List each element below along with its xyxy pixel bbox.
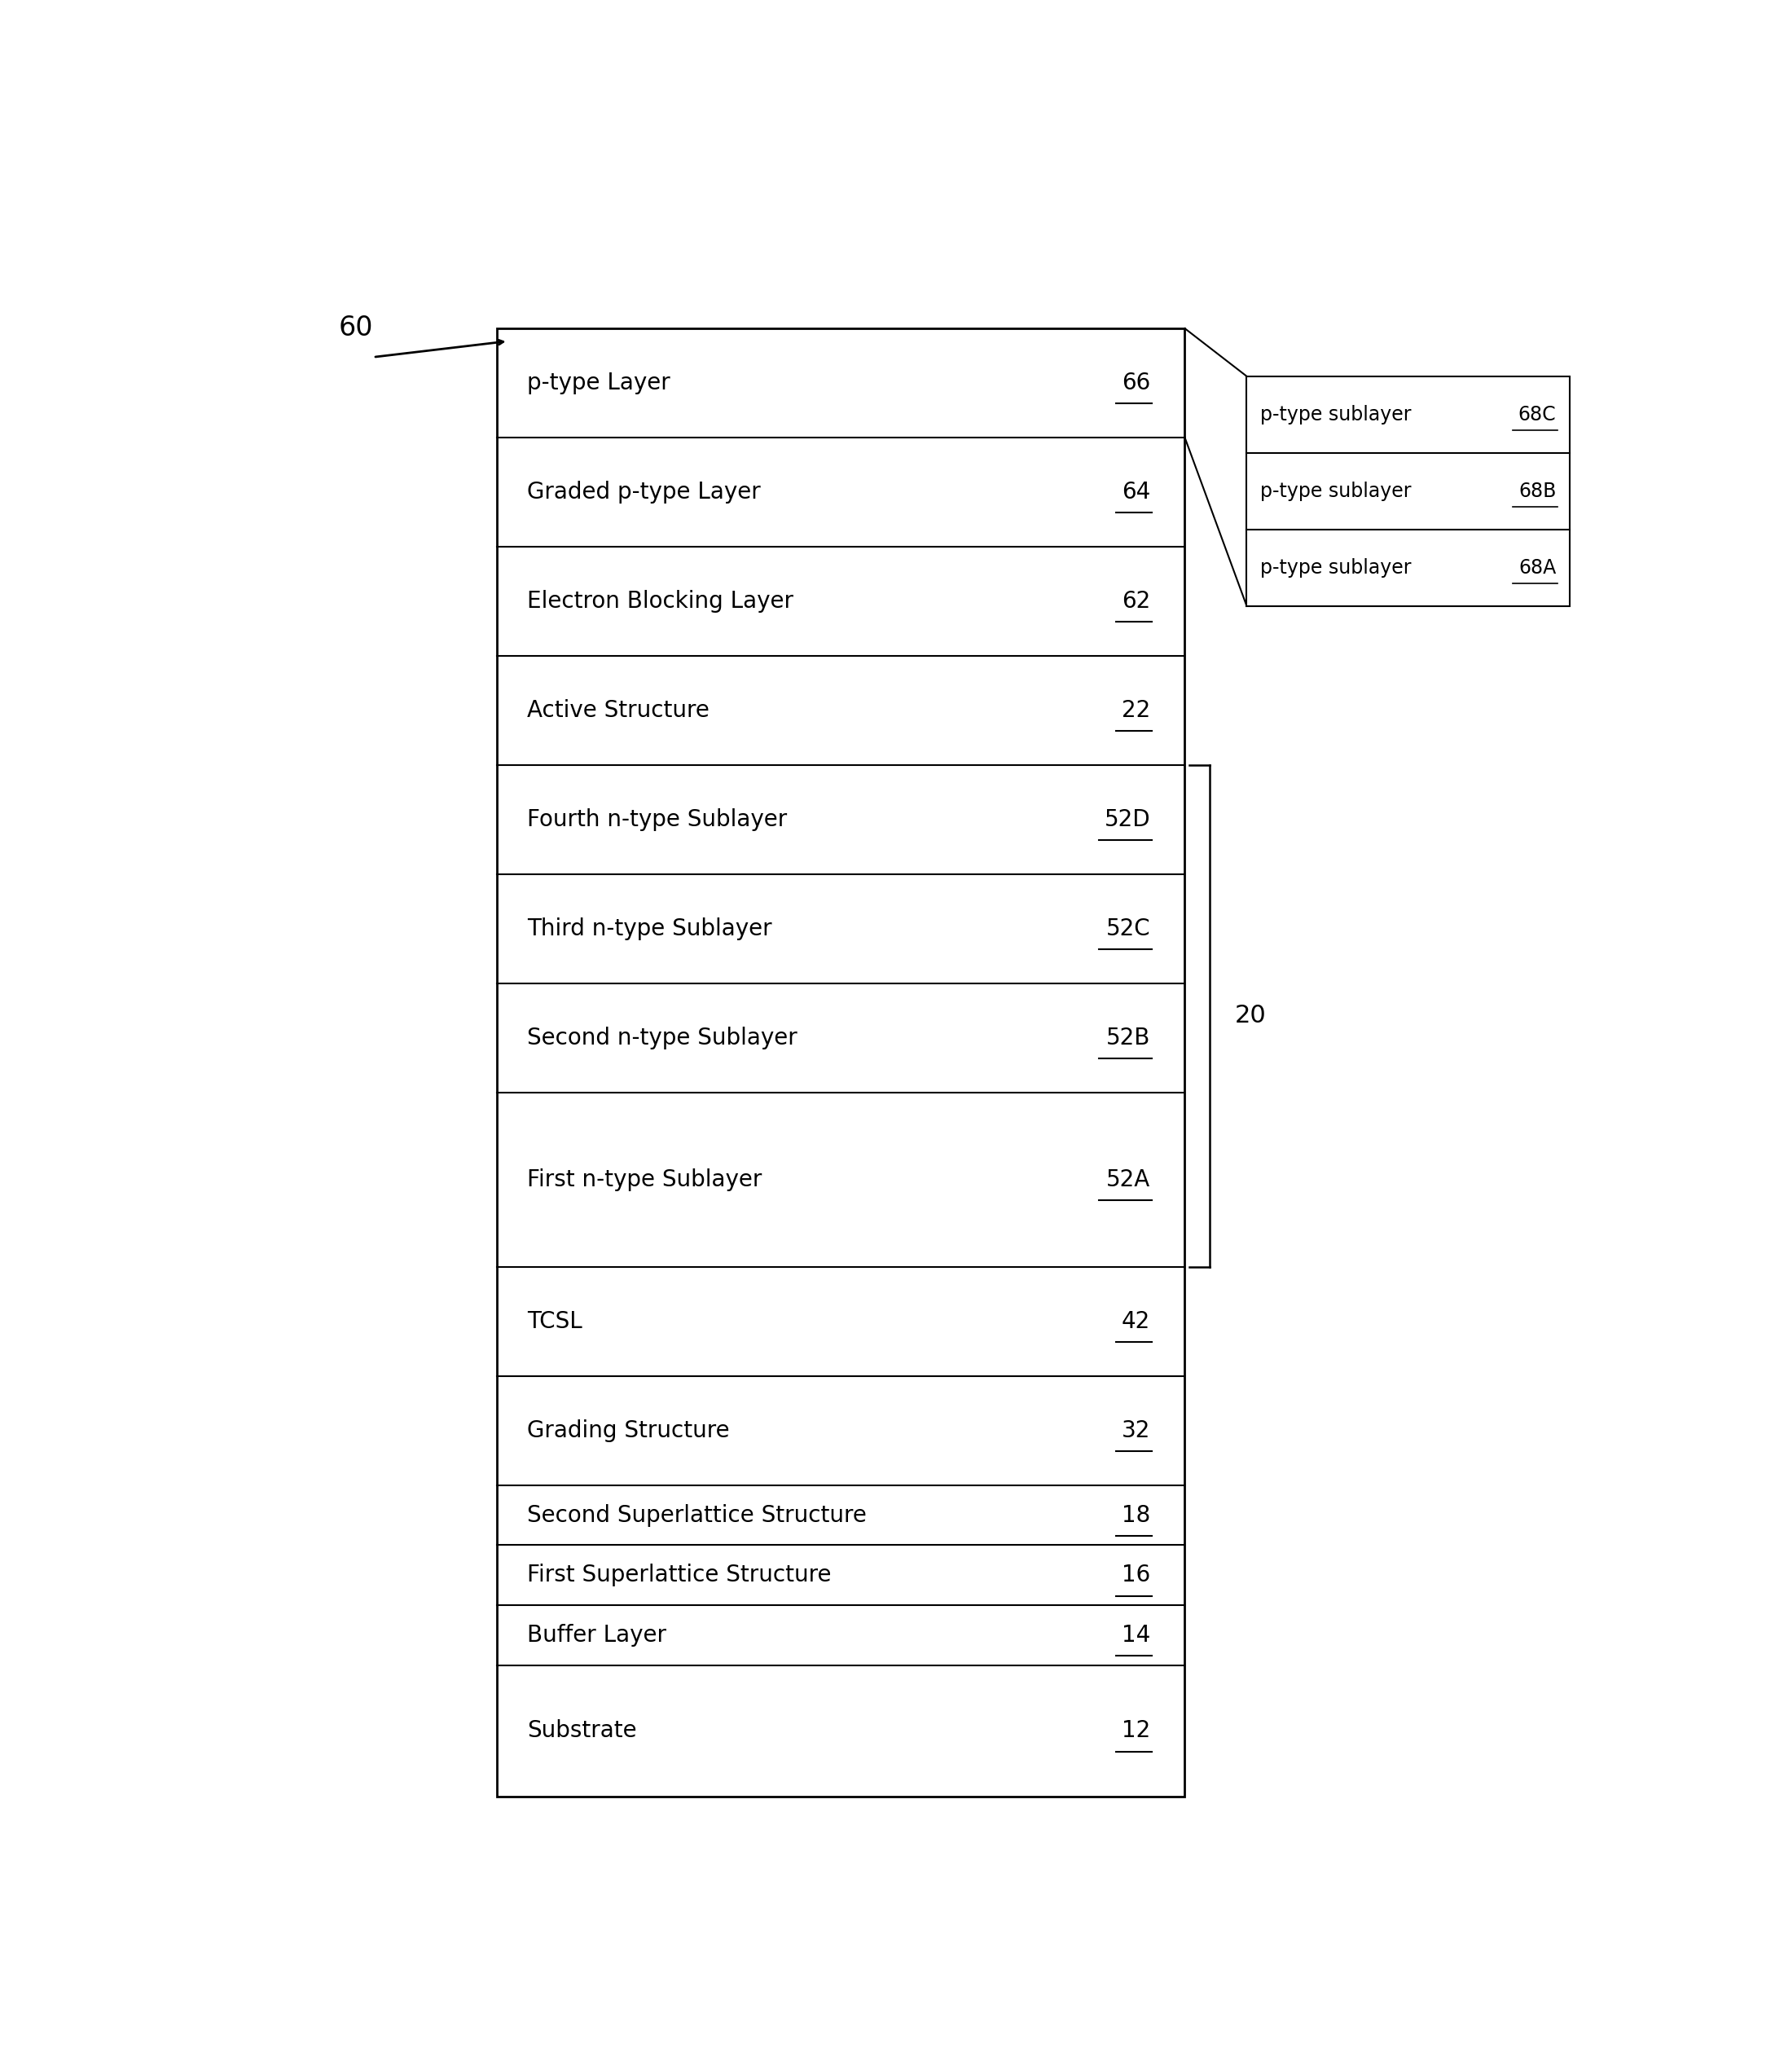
Text: 52B: 52B bbox=[1106, 1026, 1150, 1048]
Text: Fourth n-type Sublayer: Fourth n-type Sublayer bbox=[527, 808, 788, 831]
Text: 62: 62 bbox=[1122, 591, 1150, 613]
Text: p-type sublayer: p-type sublayer bbox=[1260, 404, 1411, 425]
Text: 18: 18 bbox=[1122, 1504, 1150, 1527]
Text: p-type sublayer: p-type sublayer bbox=[1260, 557, 1411, 578]
Text: 32: 32 bbox=[1122, 1419, 1150, 1442]
Text: Grading Structure: Grading Structure bbox=[527, 1419, 730, 1442]
Text: TCSL: TCSL bbox=[527, 1310, 582, 1332]
Text: 60: 60 bbox=[339, 315, 373, 342]
Text: 20: 20 bbox=[1234, 1005, 1266, 1028]
Text: 14: 14 bbox=[1122, 1624, 1150, 1647]
Text: p-type Layer: p-type Layer bbox=[527, 371, 671, 394]
Text: Second n-type Sublayer: Second n-type Sublayer bbox=[527, 1026, 797, 1048]
Text: 66: 66 bbox=[1122, 371, 1150, 394]
Text: 68A: 68A bbox=[1519, 557, 1557, 578]
Text: Buffer Layer: Buffer Layer bbox=[527, 1624, 667, 1647]
Text: Substrate: Substrate bbox=[527, 1720, 637, 1743]
Text: p-type sublayer: p-type sublayer bbox=[1260, 481, 1411, 501]
Text: 42: 42 bbox=[1122, 1310, 1150, 1332]
Text: 52A: 52A bbox=[1106, 1169, 1150, 1191]
Text: Graded p-type Layer: Graded p-type Layer bbox=[527, 481, 761, 503]
Text: 68B: 68B bbox=[1518, 481, 1557, 501]
Text: 52D: 52D bbox=[1104, 808, 1150, 831]
Bar bbox=[497, 329, 1186, 1796]
Text: 22: 22 bbox=[1122, 698, 1150, 721]
Text: Electron Blocking Layer: Electron Blocking Layer bbox=[527, 591, 793, 613]
Text: Second Superlattice Structure: Second Superlattice Structure bbox=[527, 1504, 866, 1527]
Bar bbox=[1246, 377, 1571, 605]
Text: First Superlattice Structure: First Superlattice Structure bbox=[527, 1564, 831, 1587]
Text: Active Structure: Active Structure bbox=[527, 698, 710, 721]
Text: 12: 12 bbox=[1122, 1720, 1150, 1743]
Text: Third n-type Sublayer: Third n-type Sublayer bbox=[527, 918, 772, 941]
Text: 64: 64 bbox=[1122, 481, 1150, 503]
Text: 16: 16 bbox=[1122, 1564, 1150, 1587]
Text: First n-type Sublayer: First n-type Sublayer bbox=[527, 1169, 761, 1191]
Text: 52C: 52C bbox=[1106, 918, 1150, 941]
Text: 68C: 68C bbox=[1518, 404, 1557, 425]
